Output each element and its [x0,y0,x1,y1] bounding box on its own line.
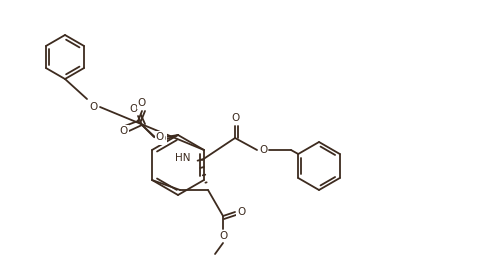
Text: O: O [138,98,146,108]
Text: O: O [237,207,245,217]
Text: O: O [158,134,166,144]
Text: O: O [219,231,227,241]
Text: O: O [231,113,239,123]
Text: O: O [90,102,98,112]
Text: O: O [120,126,128,136]
Text: O: O [130,104,138,114]
Text: O: O [156,132,164,142]
Text: O: O [259,145,267,155]
Text: HN: HN [174,153,190,163]
